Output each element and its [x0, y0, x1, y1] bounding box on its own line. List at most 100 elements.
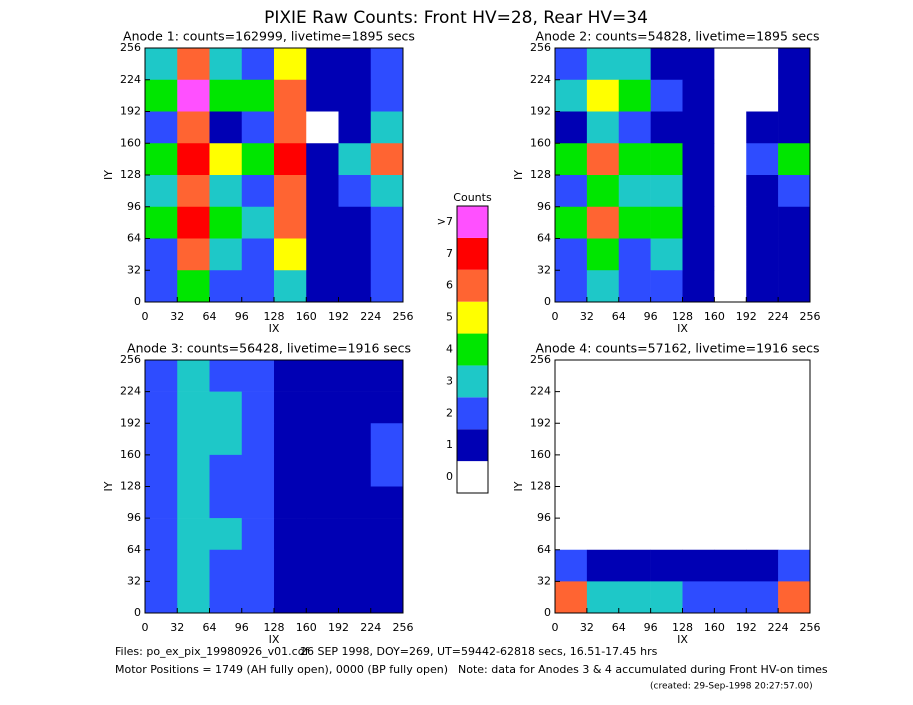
y-tick-label: 64 [127, 543, 141, 556]
heat-cell [555, 518, 588, 551]
heat-cell [306, 206, 339, 239]
heat-cell [145, 206, 178, 239]
heat-cell [274, 238, 307, 271]
x-tick-label: 32 [580, 310, 594, 323]
y-tick-label: 32 [127, 263, 141, 276]
heat-cell [370, 175, 404, 208]
heat-cell [682, 175, 715, 208]
heat-cell [714, 454, 747, 487]
heat-cell [618, 206, 651, 239]
colorbar-swatch [457, 333, 488, 366]
x-tick-label: 32 [170, 310, 184, 323]
heat-cell [274, 360, 307, 392]
heat-cell [555, 48, 588, 81]
heat-cell [746, 360, 779, 392]
heat-cell [370, 238, 404, 271]
heat-cell [241, 206, 275, 239]
heat-cell [682, 486, 715, 519]
heat-cell [682, 581, 715, 614]
heat-cell [778, 360, 811, 392]
heat-cell [714, 391, 747, 424]
heat-cell [209, 454, 243, 487]
heat-cell [586, 143, 620, 176]
heat-cell [650, 270, 683, 303]
heat-cell [338, 486, 372, 519]
heat-cell [338, 360, 372, 392]
heat-cell [714, 111, 747, 144]
heat-cell [618, 454, 651, 487]
heat-cell [682, 143, 715, 176]
heat-cell [746, 143, 779, 176]
heat-cell [306, 143, 339, 176]
footer-files: Files: po_ex_pix_19980926_v01.cdf [115, 645, 310, 658]
colorbar-swatch [457, 461, 488, 493]
heat-cell [586, 111, 620, 144]
heat-cell [338, 423, 372, 456]
heat-cell [586, 518, 620, 551]
heat-cell [778, 581, 811, 614]
colorbar-swatch [457, 301, 488, 334]
x-tick-label: 192 [736, 310, 757, 323]
y-tick-label: 0 [134, 295, 141, 308]
heat-cell [177, 175, 210, 208]
x-tick-label: 160 [296, 310, 317, 323]
x-tick-label: 128 [264, 310, 285, 323]
heat-cell [338, 518, 372, 551]
heat-cell [274, 48, 307, 81]
heat-cell [306, 111, 339, 144]
heat-cell [338, 175, 372, 208]
heat-cell [177, 391, 210, 424]
heat-cell [306, 270, 339, 303]
x-tick-label: 96 [235, 310, 249, 323]
heat-cell [209, 518, 243, 551]
heat-cell [370, 270, 404, 303]
heat-cell [209, 206, 243, 239]
x-tick-label: 64 [203, 310, 217, 323]
heat-cell [650, 175, 683, 208]
heat-cell [241, 454, 275, 487]
heat-cell [650, 454, 683, 487]
y-tick-label: 192 [120, 105, 141, 118]
heat-cell [338, 391, 372, 424]
y-tick-label: 64 [127, 232, 141, 245]
heat-cell [650, 549, 683, 582]
colorbar-label: 7 [446, 247, 453, 260]
plot-title: Anode 1: counts=162999, livetime=1895 se… [123, 29, 415, 44]
heat-cell [586, 423, 620, 456]
y-tick-label: 224 [120, 385, 141, 398]
heat-cell [778, 175, 811, 208]
heat-cell [306, 581, 339, 614]
heat-cell [778, 111, 811, 144]
heat-cell [746, 518, 779, 551]
heat-cell [586, 549, 620, 582]
y-tick-label: 256 [530, 41, 551, 54]
heat-cell [306, 360, 339, 392]
heat-cell [370, 549, 404, 582]
heat-cell [145, 581, 178, 614]
heat-cell [177, 238, 210, 271]
heat-cell [177, 454, 210, 487]
x-tick-label: 256 [800, 310, 821, 323]
plot-title: Anode 4: counts=57162, livetime=1916 sec… [536, 341, 820, 356]
y-tick-label: 128 [530, 168, 551, 181]
heat-cell [746, 79, 779, 112]
heat-cell [145, 175, 178, 208]
heat-cell [746, 581, 779, 614]
heat-cell [714, 270, 747, 303]
figure-title: PIXIE Raw Counts: Front HV=28, Rear HV=3… [264, 8, 648, 28]
heat-cell [714, 238, 747, 271]
colorbar-swatch [457, 237, 488, 270]
heat-cell [586, 238, 620, 271]
heat-cell [555, 360, 588, 392]
heat-cell [746, 238, 779, 271]
heat-cell [778, 238, 811, 271]
heat-cell [209, 391, 243, 424]
heat-cell [306, 518, 339, 551]
heat-cell [682, 111, 715, 144]
heat-cell [145, 423, 178, 456]
heat-cell [555, 238, 588, 271]
heat-cell [274, 79, 307, 112]
heat-cell [682, 238, 715, 271]
colorbar-swatch [457, 429, 488, 462]
heat-cell [650, 143, 683, 176]
